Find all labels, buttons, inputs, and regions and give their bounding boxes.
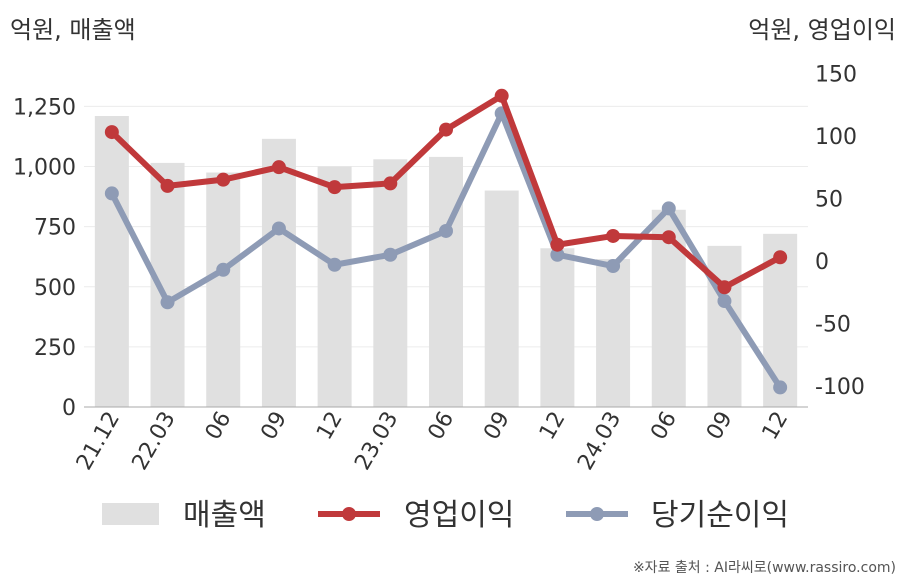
bar-series (94, 115, 798, 408)
x-tick-label: 12 (312, 408, 348, 445)
x-tick-label: 09 (702, 408, 738, 445)
x-tick-label: 23.03 (350, 408, 403, 475)
bar (429, 156, 463, 407)
legend: 매출액 영업이익 당기순이익 (102, 498, 789, 533)
data-point (327, 257, 342, 272)
data-point (104, 186, 119, 201)
x-tick-label: 24.03 (573, 408, 626, 475)
bar (206, 172, 241, 407)
x-tick-label: 06 (201, 408, 237, 445)
data-point (216, 262, 231, 277)
x-tick-label: 09 (256, 408, 292, 445)
data-point (717, 280, 732, 295)
left-tick-label: 250 (34, 336, 76, 361)
data-point (216, 172, 231, 187)
right-tick-label: 150 (815, 62, 857, 87)
x-tick-label: 09 (479, 408, 515, 445)
left-tick-label: 1,000 (13, 156, 76, 181)
data-point (606, 228, 621, 243)
left-axis-title: 억원, 매출액 (10, 16, 136, 44)
x-tick-label: 06 (646, 408, 682, 445)
data-point (271, 160, 286, 175)
x-tick-label: 12 (535, 408, 571, 445)
legend-label: 매출액 (183, 498, 266, 533)
data-point (606, 259, 621, 274)
data-point (550, 237, 565, 252)
data-point (494, 88, 509, 103)
right-tick-label: 0 (815, 250, 829, 275)
data-point (773, 250, 788, 265)
right-tick-label: -100 (815, 375, 865, 400)
bar (596, 259, 631, 407)
bar (484, 190, 519, 407)
x-tick-label: 12 (758, 408, 794, 445)
data-point (439, 223, 453, 238)
x-tick-label: 21.12 (72, 408, 125, 475)
left-tick-label: 750 (34, 216, 76, 241)
legend-label: 영업이익 (404, 498, 514, 533)
line-series (104, 88, 788, 395)
right-tick-label: -50 (815, 313, 851, 338)
data-point (104, 125, 119, 140)
left-tick-label: 0 (62, 396, 76, 421)
source-note: ※자료 출처 : AI라씨로(www.rassiro.com) (633, 560, 896, 576)
x-tick-label: 06 (424, 408, 460, 445)
bar (261, 138, 296, 407)
data-point (661, 230, 676, 245)
legend-marker (590, 507, 604, 521)
data-point (160, 295, 175, 310)
data-point (773, 380, 788, 395)
legend-swatch (102, 503, 159, 525)
bar (373, 159, 408, 407)
right-tick-label: 50 (815, 187, 843, 212)
right-tick-label: 100 (815, 125, 857, 150)
data-point (717, 294, 732, 309)
data-point (383, 247, 398, 262)
legend-label: 당기순이익 (651, 498, 789, 533)
left-tick-label: 1,250 (13, 95, 76, 120)
data-point (160, 178, 175, 193)
bar (317, 166, 352, 407)
data-point (327, 180, 342, 195)
data-point (271, 221, 286, 236)
data-point (661, 201, 676, 216)
bar (707, 245, 742, 407)
x-tick-label: 22.03 (128, 408, 181, 475)
bar (540, 248, 575, 407)
data-point (439, 122, 453, 137)
bar (94, 115, 129, 408)
data-point (550, 247, 565, 262)
left-tick-label: 500 (34, 276, 76, 301)
data-point (383, 176, 398, 191)
right-axis-title: 억원, 영업이익 (748, 16, 896, 44)
legend-marker (342, 507, 356, 521)
